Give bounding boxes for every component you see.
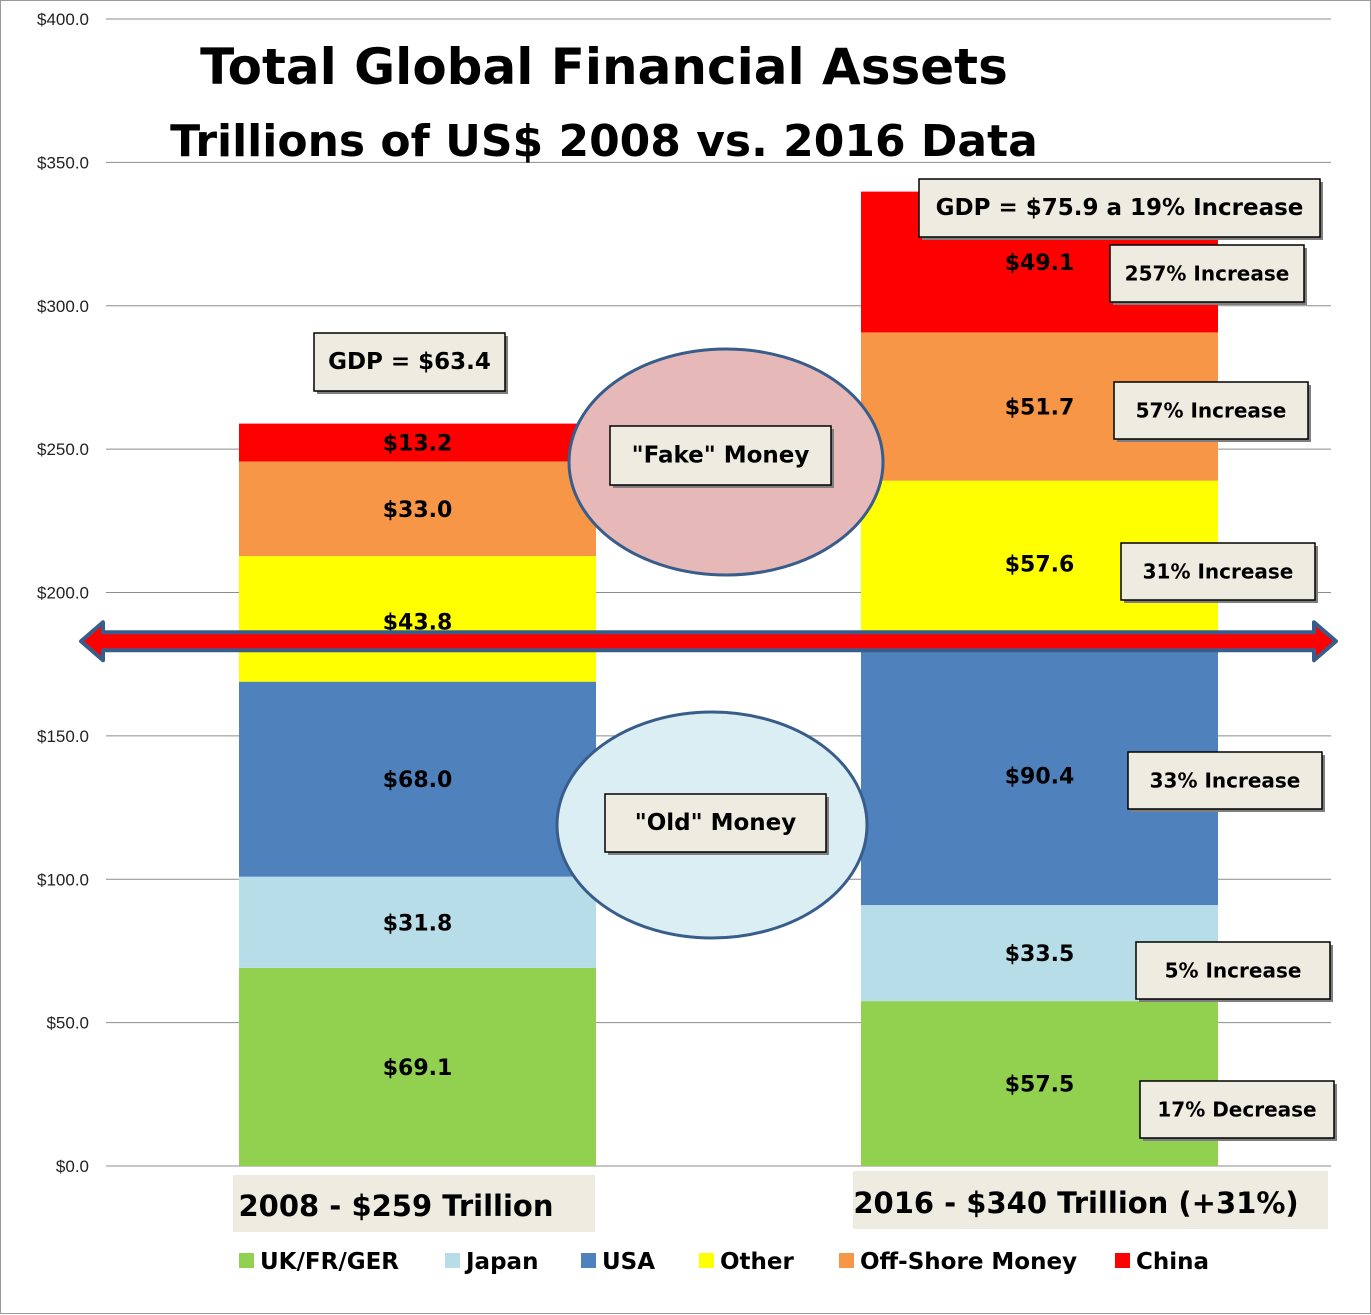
- category-label-2008: 2008 - $259 Trillion: [239, 1189, 554, 1223]
- y-tick-label: $100.0: [37, 870, 89, 889]
- change-box-text: 31% Increase: [1143, 560, 1294, 584]
- gdp-2008-box: [313, 332, 506, 392]
- legend-label: Other: [720, 1249, 795, 1275]
- y-tick-label: $150.0: [37, 727, 89, 746]
- y-tick-label: $250.0: [37, 440, 89, 459]
- gdp-2016-box: [918, 178, 1321, 238]
- change-box: [1127, 751, 1323, 810]
- legend-label: China: [1136, 1249, 1209, 1275]
- legend-swatch: [839, 1253, 854, 1268]
- fake-money-box: [609, 425, 832, 486]
- bar-segment: [239, 556, 596, 682]
- legend-swatch: [699, 1253, 714, 1268]
- change-box-text: 33% Increase: [1150, 769, 1301, 793]
- segment-value-label: $57.5: [1005, 1073, 1075, 1098]
- category-label-2016: 2016 - $340 Trillion (+31%): [853, 1186, 1298, 1220]
- bar-segment: [239, 876, 596, 968]
- change-box: [1113, 381, 1309, 440]
- segment-value-label: $33.5: [1005, 942, 1075, 967]
- change-box-text: 257% Increase: [1125, 262, 1290, 286]
- change-box-text: 17% Decrease: [1157, 1098, 1316, 1122]
- segment-value-label: $90.4: [1005, 764, 1075, 789]
- segment-value-label: $13.2: [383, 432, 453, 457]
- segment-value-label: $31.8: [383, 911, 453, 936]
- change-box: [1109, 244, 1305, 303]
- legend-swatch: [239, 1253, 254, 1268]
- category-box-2008: [233, 1175, 595, 1232]
- bar-segment: [239, 967, 596, 1166]
- divider-arrow: [79, 620, 1338, 663]
- segment-value-label: $68.0: [383, 768, 453, 793]
- legend-swatch: [1115, 1253, 1130, 1268]
- gdp-2016-box-text: GDP = $75.9 a 19% Increase: [936, 195, 1304, 221]
- legend-label: Off-Shore Money: [860, 1249, 1077, 1275]
- segment-value-label: $49.1: [1005, 251, 1075, 276]
- gdp-2008-box-text: GDP = $63.4: [328, 349, 491, 375]
- y-tick-label: $400.0: [37, 10, 89, 29]
- segment-value-label: $51.7: [1005, 396, 1075, 421]
- legend-label: USA: [602, 1249, 655, 1275]
- segment-value-label: $33.0: [383, 498, 453, 523]
- y-tick-label: $200.0: [37, 584, 89, 603]
- chart-subtitle: Trillions of US$ 2008 vs. 2016 Data: [170, 116, 1038, 167]
- bar-segment: [239, 461, 596, 557]
- segment-value-label: $69.1: [383, 1056, 453, 1081]
- y-tick-label: $350.0: [37, 153, 89, 172]
- y-tick-label: $300.0: [37, 297, 89, 316]
- legend-swatch: [445, 1253, 460, 1268]
- segment-value-label: $57.6: [1005, 552, 1075, 577]
- bar-segment: [239, 681, 596, 877]
- y-tick-label: $0.0: [56, 1157, 89, 1176]
- change-box-text: 5% Increase: [1165, 959, 1302, 983]
- category-box-2016: [853, 1171, 1328, 1229]
- change-box: [1139, 1080, 1335, 1139]
- bar-segment: [239, 423, 596, 462]
- change-box-text: 57% Increase: [1136, 399, 1287, 423]
- change-box: [1135, 941, 1331, 1000]
- chart-title: Total Global Financial Assets: [200, 38, 1008, 96]
- y-tick-label: $50.0: [46, 1014, 89, 1033]
- legend-label: UK/FR/GER: [260, 1249, 399, 1275]
- fake-money-box-text: "Fake" Money: [632, 443, 810, 469]
- change-box: [1120, 542, 1316, 601]
- old-money-box: [604, 793, 827, 853]
- legend-swatch: [581, 1253, 596, 1268]
- old-money-box-text: "Old" Money: [635, 810, 797, 836]
- legend-label: Japan: [464, 1249, 538, 1275]
